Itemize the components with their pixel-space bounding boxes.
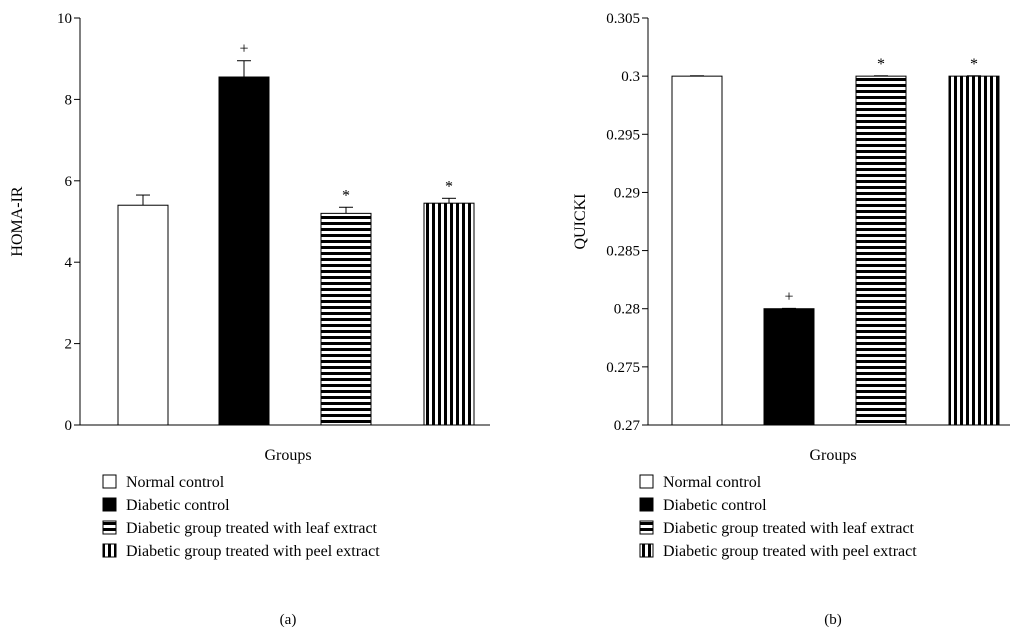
significance-marker: * [877,56,885,73]
significance-marker: + [784,288,793,305]
significance-marker: * [970,56,978,73]
legend-swatch [639,474,654,489]
bar [423,202,475,426]
y-tick-label: 2 [65,337,73,353]
y-tick-label: 0.305 [606,11,640,27]
legend-swatch [102,543,117,558]
significance-marker: * [445,178,453,195]
bar [117,204,169,426]
bar [671,75,723,426]
y-tick-label: 0.285 [606,244,640,260]
significance-marker: + [239,41,248,58]
legend-swatch [102,474,117,489]
y-tick-label: 0.275 [606,360,640,376]
panel-b-chart: 0.27 0.275 0.28 0.285 0.29 0.295 0.3 0.305 QUICK… [572,11,1010,628]
y-tick-label: 0.28 [614,302,640,318]
significance-marker: * [342,187,350,204]
legend-entry: Diabetic control [126,497,230,514]
legend-swatch [639,543,654,558]
legend-entry: Normal control [663,474,762,491]
panel-label: (a) [280,612,297,628]
bar [855,75,907,426]
legend-entry: Normal control [126,474,225,491]
panel-label: (b) [824,612,842,628]
y-tick-label: 4 [65,255,73,271]
x-axis-label: Groups [809,447,856,464]
y-tick-label: 0.27 [614,418,641,434]
y-tick-label: 8 [65,92,73,108]
bar [948,75,1000,426]
y-tick-label: 0.295 [606,127,640,143]
legend-swatch [639,520,654,535]
y-tick-label: 10 [57,11,72,27]
y-tick-label: 0.3 [621,69,640,85]
x-axis-label: Groups [264,447,311,464]
legend-entry: Diabetic group treated with leaf extract [663,520,915,537]
legend-entry: Diabetic control [663,497,767,514]
y-tick-label: 6 [65,174,73,190]
bar [763,308,815,426]
y-axis-label: QUICKI [572,194,589,250]
bar [218,76,270,426]
panel-a-chart: 0 2 4 6 8 10 HOMA-IR Groups + * * Normal control Dia… [9,11,490,628]
legend-swatch [102,497,117,512]
legend-entry: Diabetic group treated with peel extract [663,543,917,560]
y-axis-label: HOMA-IR [9,186,26,257]
legend-swatch [102,520,117,535]
y-tick-label: 0.29 [614,185,640,201]
bar [320,212,372,426]
legend-swatch [639,497,654,512]
y-tick-label: 0 [65,418,73,434]
legend-entry: Diabetic group treated with leaf extract [126,520,378,537]
legend-entry: Diabetic group treated with peel extract [126,543,380,560]
